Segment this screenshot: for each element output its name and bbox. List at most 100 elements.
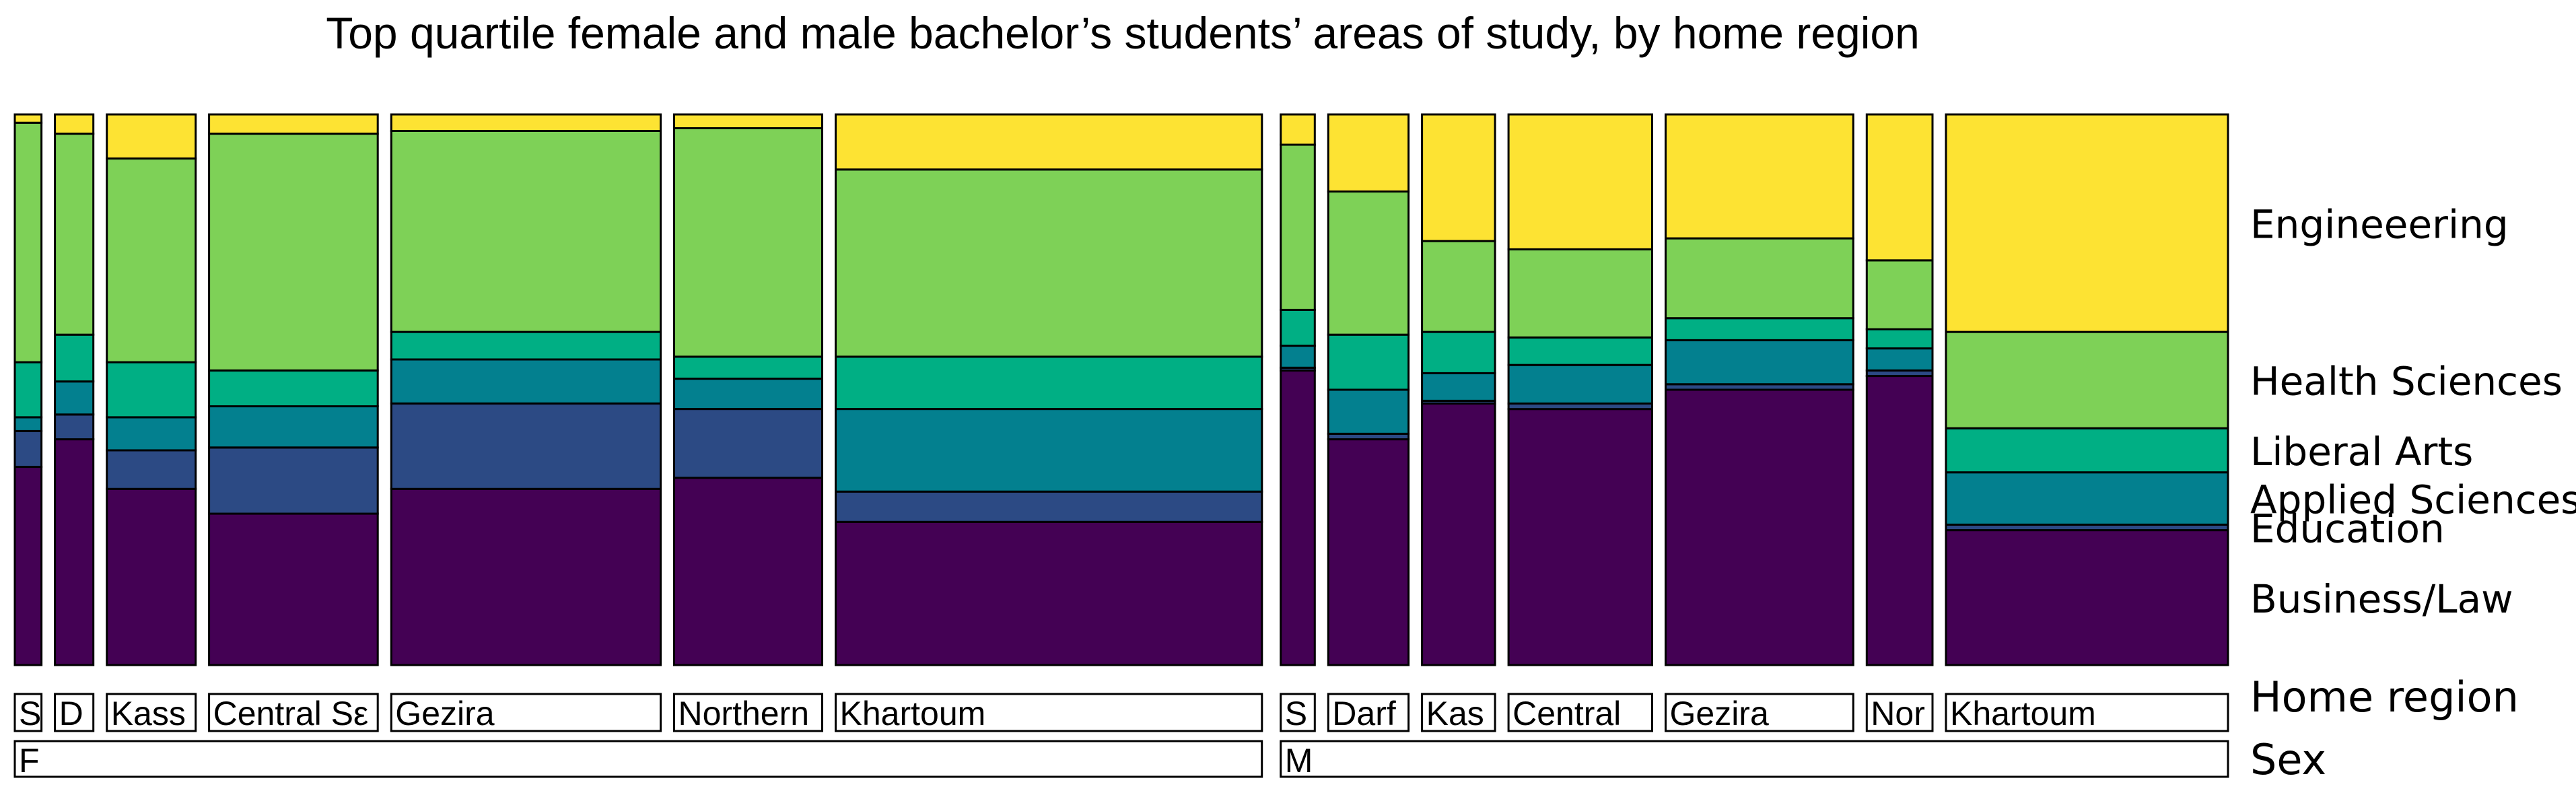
tile-f-kass-health-sciences — [106, 157, 197, 363]
tile-m-khartoum-health-sciences — [1945, 331, 2229, 429]
tile-f-s-health-sciences — [13, 121, 43, 363]
tile-f-gezira-engineeering — [390, 113, 662, 132]
mosaic-tiles — [13, 113, 2229, 666]
tile-f-gezira-health-sciences — [390, 130, 662, 333]
tile-f-gezira-education — [390, 403, 662, 490]
tile-m-s-business-law — [1280, 369, 1316, 666]
region-label: Gezira — [395, 695, 494, 732]
region-label: Khartoum — [840, 695, 986, 732]
tile-m-central-liberal-arts — [1507, 336, 1654, 366]
tile-m-gezira-applied-sciences — [1665, 339, 1854, 386]
region-label: S — [19, 695, 41, 732]
tile-f-northern-business-law — [673, 477, 823, 666]
tile-f-kass-applied-sciences — [106, 416, 197, 452]
tile-m-kas-liberal-arts — [1421, 331, 1496, 374]
tile-f-central-s-applied-sciences — [208, 405, 379, 449]
tile-f-central-s-education — [208, 446, 379, 515]
sex-label: M — [1285, 742, 1313, 779]
tile-m-central-engineeering — [1507, 113, 1654, 250]
region-label-box — [1865, 693, 1934, 732]
tile-f-kass-liberal-arts — [106, 361, 197, 419]
region-label-box — [208, 693, 379, 732]
tile-m-khartoum-engineeering — [1945, 113, 2229, 333]
region-label: Kass — [111, 695, 186, 732]
tile-f-khartoum-applied-sciences — [835, 408, 1263, 493]
tile-m-s-liberal-arts — [1280, 308, 1316, 347]
tile-m-s-health-sciences — [1280, 143, 1316, 311]
tile-f-s-applied-sciences — [13, 416, 43, 432]
region-label-box — [106, 693, 197, 732]
tile-m-kas-applied-sciences — [1421, 372, 1496, 402]
sex-label-box — [1280, 740, 2229, 778]
legend: Engineeering Health Sciences Liberal ArtsA… — [2250, 202, 2576, 622]
tile-f-khartoum-engineeering — [835, 113, 1263, 171]
tile-m-nor-applied-sciences — [1865, 347, 1934, 372]
tile-f-s-liberal-arts — [13, 361, 43, 419]
tile-f-kass-education — [106, 449, 197, 490]
region-label-box — [390, 693, 662, 732]
tile-m-khartoum-applied-sciences — [1945, 471, 2229, 526]
tile-f-khartoum-business-law — [835, 520, 1263, 666]
tile-f-gezira-business-law — [390, 487, 662, 666]
region-label: Nor — [1871, 695, 1925, 732]
region-label: Central — [1512, 695, 1621, 732]
legend-label-education: Education — [2250, 506, 2445, 552]
axis-label-sex: Sex — [2250, 735, 2326, 784]
tile-m-kas-health-sciences — [1421, 240, 1496, 333]
tile-f-northern-engineeering — [673, 113, 823, 129]
tile-m-gezira-liberal-arts — [1665, 317, 1854, 341]
tile-f-central-s-business-law — [208, 512, 379, 666]
region-label: S — [1285, 695, 1307, 732]
tile-m-nor-health-sciences — [1865, 259, 1934, 331]
legend-label-business-law: Business/Law — [2250, 576, 2513, 622]
region-label-box — [1665, 693, 1854, 732]
region-label: D — [59, 695, 83, 732]
tile-m-gezira-health-sciences — [1665, 237, 1854, 320]
home-region-label-row: S D Kass Central Sε Gezira Northern Khartoum S D… — [13, 693, 2229, 732]
tile-m-khartoum-business-law — [1945, 529, 2229, 666]
tile-m-kas-business-law — [1421, 403, 1496, 666]
legend-label-liberal-arts: Liberal Arts — [2250, 429, 2473, 475]
tile-f-khartoum-liberal-arts — [835, 355, 1263, 411]
tile-f-kass-business-law — [106, 487, 197, 666]
tile-f-khartoum-education — [835, 490, 1263, 523]
tile-f-s-business-law — [13, 466, 43, 666]
tile-f-northern-liberal-arts — [673, 355, 823, 380]
tile-m-nor-engineeering — [1865, 113, 1934, 262]
tile-f-northern-education — [673, 408, 823, 479]
region-label-box — [1421, 693, 1496, 732]
tile-m-kas-engineeering — [1421, 113, 1496, 242]
tile-f-d-liberal-arts — [54, 333, 95, 383]
tile-m-gezira-engineeering — [1665, 113, 1854, 240]
region-label: Darf — [1332, 695, 1396, 732]
tile-f-d-engineeering — [54, 113, 95, 135]
tile-m-central-health-sciences — [1507, 248, 1654, 339]
sex-label: F — [19, 742, 40, 779]
legend-label-engineeering: Engineeering — [2250, 202, 2509, 248]
tile-f-gezira-liberal-arts — [390, 331, 662, 361]
region-label: Kas — [1426, 695, 1484, 732]
tile-m-central-business-law — [1507, 408, 1654, 666]
tile-f-d-applied-sciences — [54, 380, 95, 416]
tile-f-northern-applied-sciences — [673, 378, 823, 411]
region-label: Khartoum — [1950, 695, 2096, 732]
region-label-box — [673, 693, 823, 732]
region-label-box — [13, 693, 43, 732]
tile-m-darf-liberal-arts — [1327, 333, 1410, 391]
tile-m-s-applied-sciences — [1280, 345, 1316, 369]
legend-label-health-sciences: Health Sciences — [2250, 359, 2563, 405]
region-label-box — [54, 693, 95, 732]
tile-f-d-education — [54, 413, 95, 441]
tile-f-s-education — [13, 429, 43, 468]
tile-m-darf-applied-sciences — [1327, 388, 1410, 435]
tile-m-khartoum-liberal-arts — [1945, 427, 2229, 474]
tile-m-s-engineeering — [1280, 113, 1316, 146]
tile-f-s-engineeering — [13, 113, 43, 124]
tile-m-darf-engineeering — [1327, 113, 1410, 193]
region-label: Northern — [678, 695, 810, 732]
legend-label-applied-sciences: Applied Sciences — [2250, 477, 2576, 523]
tile-f-d-health-sciences — [54, 133, 95, 336]
tile-f-central-s-liberal-arts — [208, 369, 379, 408]
